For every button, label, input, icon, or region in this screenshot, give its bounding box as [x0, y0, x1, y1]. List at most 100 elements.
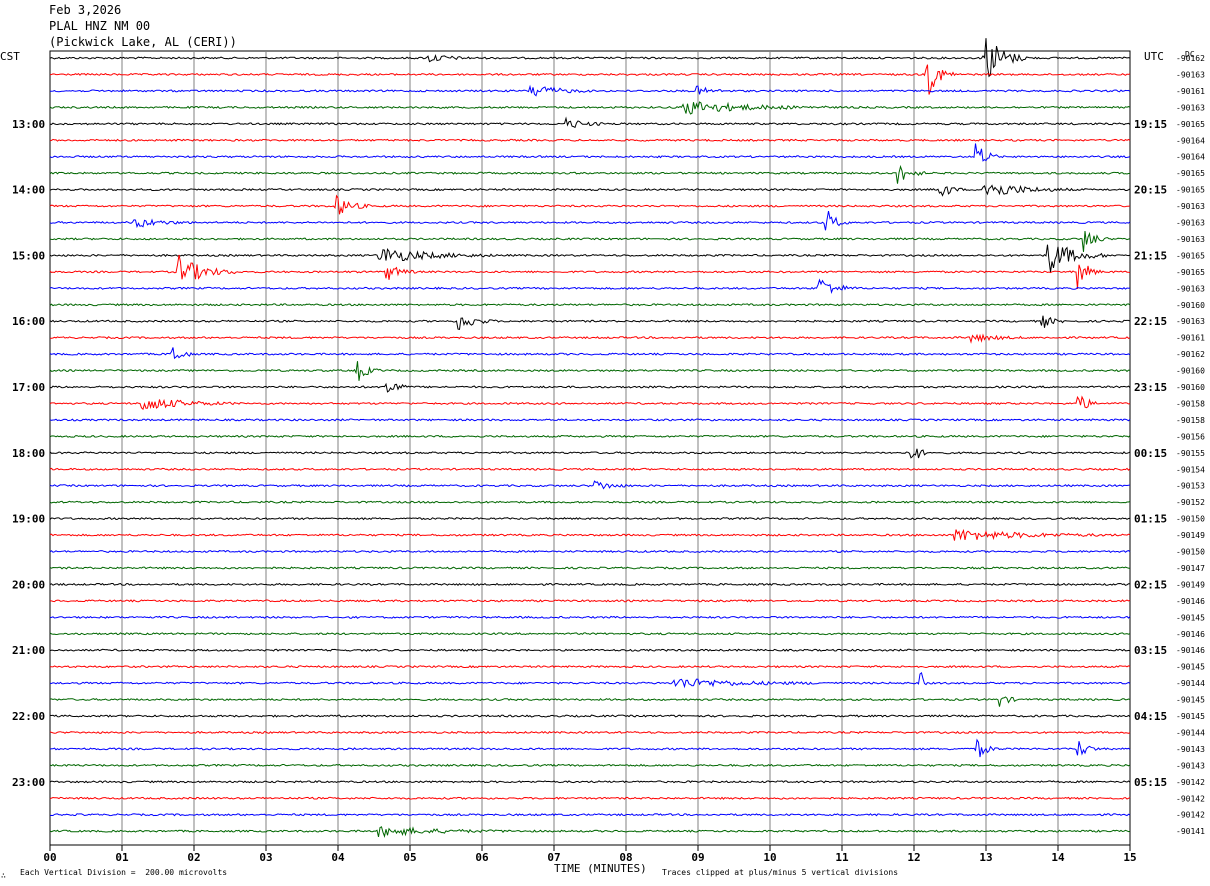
utc-hour-label: 19:15 [1134, 118, 1167, 131]
seismic-trace [49, 648, 1131, 652]
dc-offset-label: -90146 [1176, 630, 1205, 639]
seismic-trace [49, 211, 1131, 231]
cst-hour-label: 22:00 [12, 710, 45, 723]
dc-offset-label: -90156 [1176, 432, 1205, 441]
dc-offset-label: -90165 [1176, 268, 1205, 277]
seismic-trace [49, 395, 1131, 411]
x-tick-label: 08 [619, 851, 632, 864]
cst-hour-label: 21:00 [12, 644, 45, 657]
seismic-trace [49, 244, 1131, 273]
dc-offset-label: -90145 [1176, 696, 1205, 705]
dc-offset-label: -90165 [1176, 251, 1205, 260]
seismic-trace [49, 278, 1131, 295]
dc-label: DC [1185, 50, 1195, 59]
x-tick-label: 03 [259, 851, 272, 864]
scale-note: Each Vertical Division = 200.00 microvol… [20, 868, 228, 877]
seismic-trace [49, 763, 1131, 767]
utc-hour-label: 23:15 [1134, 381, 1167, 394]
utc-hour-label: 05:15 [1134, 776, 1167, 789]
dc-offset-label: -90163 [1176, 70, 1205, 79]
utc-hour-label: 20:15 [1134, 184, 1167, 197]
station-location: (Pickwick Lake, AL (CERI)) [49, 35, 237, 49]
seismic-trace [49, 38, 1131, 78]
dc-offset-label: -90155 [1176, 449, 1205, 458]
seismic-trace [49, 315, 1131, 330]
x-tick-label: 11 [835, 851, 849, 864]
seismic-trace [49, 730, 1131, 735]
dc-offset-label: -90160 [1176, 367, 1205, 376]
dc-offset-label: -90150 [1176, 548, 1205, 557]
dc-offset-label: -90153 [1176, 482, 1205, 491]
dc-offset-label: -90164 [1176, 136, 1205, 145]
dc-offset-label: -90141 [1176, 827, 1205, 836]
dc-offset-label: -90144 [1176, 679, 1205, 688]
seismic-trace [49, 138, 1131, 142]
x-axis-title: TIME (MINUTES) [554, 862, 647, 875]
x-tick-label: 01 [115, 851, 129, 864]
dc-offset-label: -90158 [1176, 399, 1205, 408]
seismic-trace [49, 254, 1131, 289]
left-timezone-label: CST [0, 50, 20, 63]
seismic-trace [49, 566, 1131, 570]
seismic-trace [49, 333, 1131, 344]
x-tick-label: 13 [979, 851, 992, 864]
right-timezone-label: UTC [1144, 50, 1164, 63]
seismic-trace [49, 101, 1131, 115]
seismic-trace [49, 418, 1131, 422]
plot-frame [49, 50, 1131, 846]
seismic-trace [49, 549, 1131, 554]
dc-offset-label: -90162 [1176, 350, 1205, 359]
dc-offset-label: -90161 [1176, 334, 1205, 343]
dc-offset-label: -90146 [1176, 646, 1205, 655]
dc-offset-label: -90165 [1176, 120, 1205, 129]
x-tick-label: 05 [403, 851, 416, 864]
x-tick-label: 10 [763, 851, 776, 864]
seismic-trace [49, 500, 1131, 504]
dc-offset-label: -90144 [1176, 728, 1205, 737]
seismic-trace [49, 184, 1131, 197]
dc-offset-label: -90149 [1176, 531, 1205, 540]
usgs-mark: ∴ [1, 871, 6, 880]
seismic-trace [50, 84, 1131, 97]
dc-offset-label: -90160 [1176, 383, 1205, 392]
dc-offset-label: -90143 [1176, 761, 1205, 770]
dc-offset-label: -90161 [1176, 87, 1205, 96]
cst-hour-label: 15:00 [12, 249, 45, 262]
dc-offset-label: -90163 [1176, 103, 1205, 112]
cst-hour-label: 18:00 [12, 447, 45, 460]
seismic-trace [49, 303, 1131, 307]
utc-hour-label: 22:15 [1134, 315, 1167, 328]
station-code: PLAL HNZ NM 00 [49, 19, 151, 33]
dc-offset-label: -90163 [1176, 317, 1205, 326]
utc-hour-label: 02:15 [1134, 578, 1167, 591]
seismic-trace [49, 194, 1131, 215]
cst-hour-label: 19:00 [12, 513, 45, 526]
dc-offset-label: -90145 [1176, 712, 1205, 721]
x-tick-label: 04 [331, 851, 345, 864]
dc-offset-label: -90145 [1176, 613, 1205, 622]
seismic-trace [49, 143, 1131, 162]
seismic-trace [49, 480, 1131, 490]
seismic-trace [49, 116, 1131, 129]
seismic-trace [50, 665, 1131, 669]
dc-offset-label: -90163 [1176, 219, 1205, 228]
seismic-trace [49, 230, 1131, 252]
dc-offset-label: -90154 [1176, 465, 1205, 474]
utc-hour-label: 00:15 [1134, 447, 1167, 460]
seismic-trace [49, 826, 1131, 838]
dc-offset-label: -90146 [1176, 597, 1205, 606]
x-tick-label: 02 [187, 851, 200, 864]
seismic-trace [49, 516, 1131, 521]
dc-offset-label: -90149 [1176, 580, 1205, 589]
dc-offset-label: -90163 [1176, 202, 1205, 211]
dc-offset-label: -90163 [1176, 235, 1205, 244]
plot-date: Feb 3,2026 [49, 3, 122, 17]
utc-hour-label: 04:15 [1134, 710, 1167, 723]
utc-hour-label: 03:15 [1134, 644, 1167, 657]
dc-offset-label: -90142 [1176, 778, 1205, 787]
x-tick-label: 12 [907, 851, 920, 864]
seismic-trace [49, 632, 1131, 636]
seismic-trace [49, 615, 1131, 619]
dc-offset-label: -90162 [1176, 54, 1205, 63]
